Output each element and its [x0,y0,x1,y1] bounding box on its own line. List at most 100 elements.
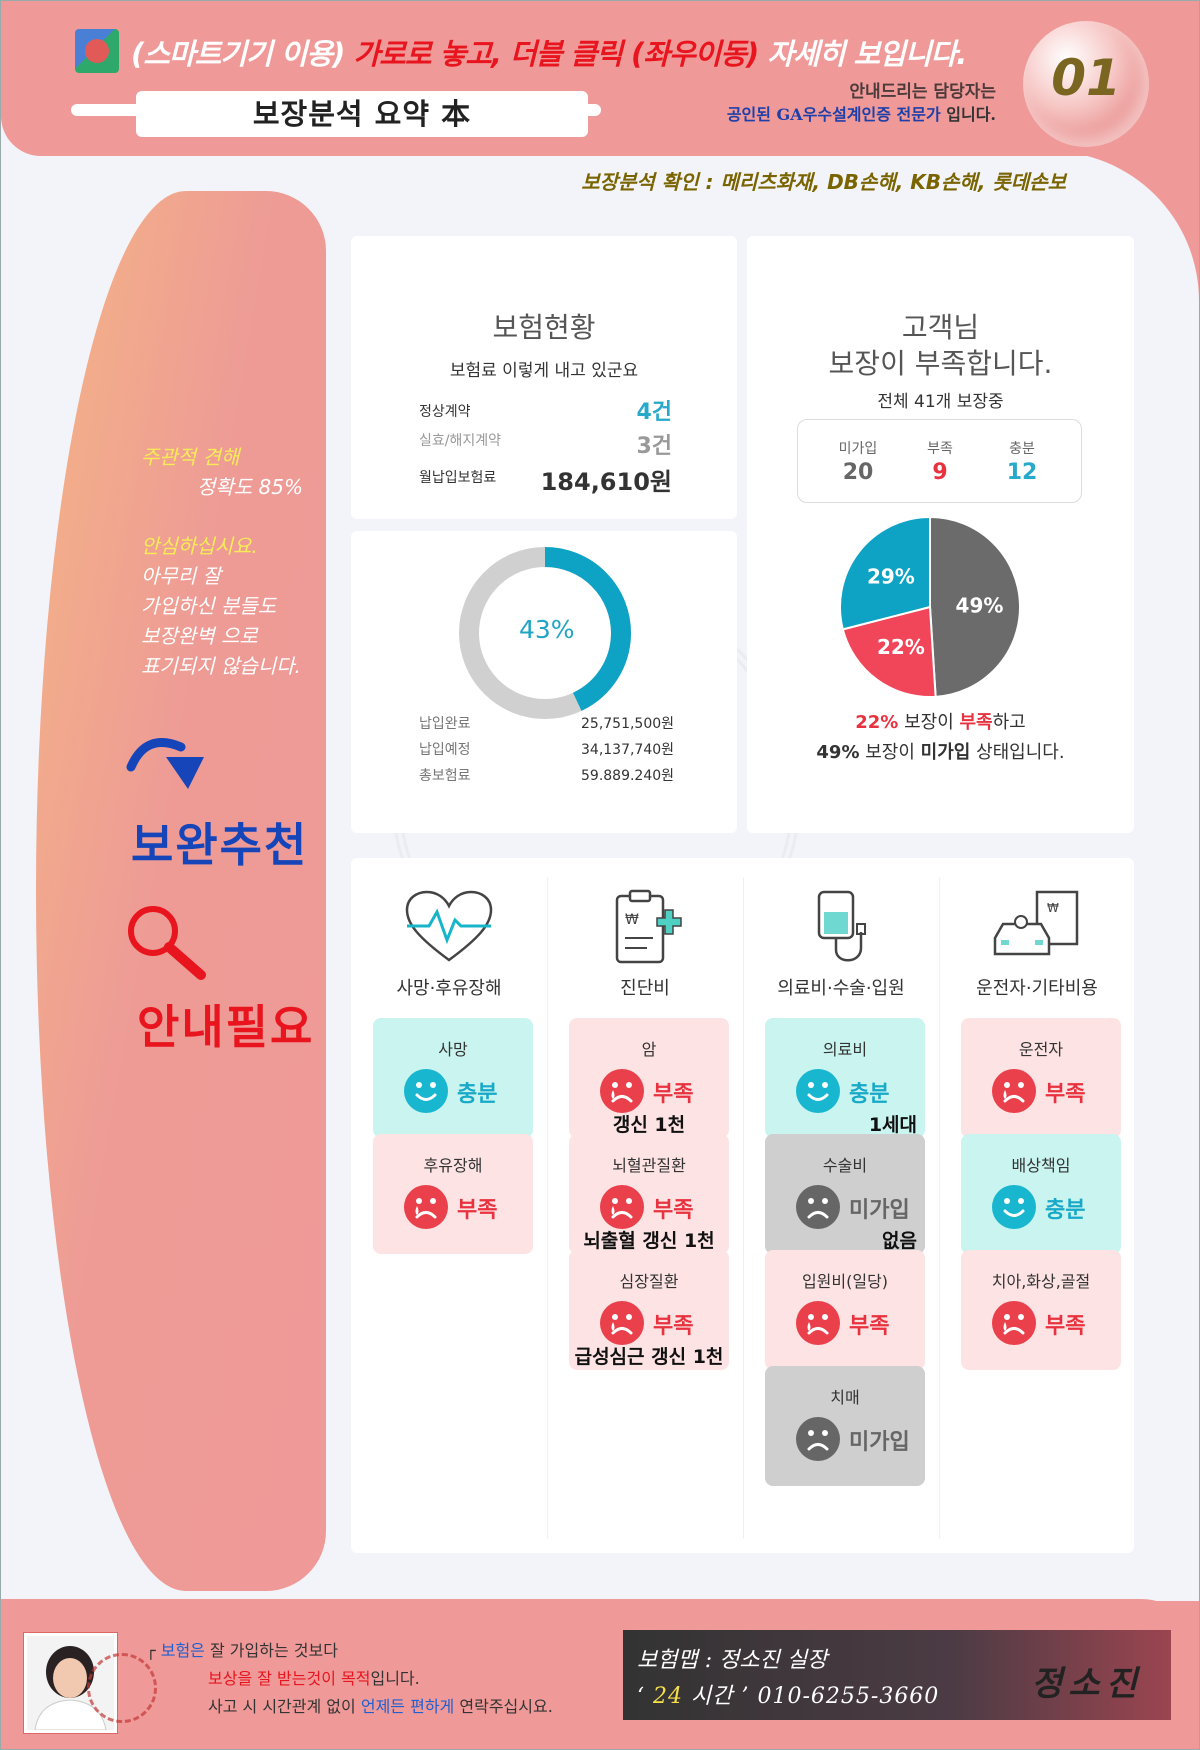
pie-slice-label: 29% [867,565,915,589]
status-row-label: 월납입보험료 [419,470,497,486]
tile-name: 암 [641,1040,657,1059]
tile-name: 의료비 [822,1040,868,1059]
sad-face-icon [796,1185,840,1229]
note-text: 보장이 [865,742,915,763]
pie-slice-label: 49% [956,593,1004,617]
category-label: 운전자·기타비용 [976,978,1098,999]
category-label: 의료비·수술·입원 [777,978,905,999]
tile-extra: 뇌출혈 갱신 1천 [583,1230,715,1252]
paid-percent: 43% [519,615,575,644]
stat-value: 9 [932,460,948,485]
tile-status: 부족 [653,1082,694,1107]
footer-quote-2: 보상을 잘 받는것이 목적입니다. [208,1665,420,1689]
quote-text: 잘 가입하는 것보다 [210,1641,338,1660]
agent-phone-line[interactable]: ‘ 24 시간 ’ 010-6255-3660 [637,1678,939,1710]
note-text: 보장이 [904,712,954,733]
accuracy-label: 정확도 85% [197,475,304,499]
headline-prefix: (스마트기기 이용) [131,37,345,71]
sad-face-icon [796,1417,840,1461]
headline-highlight: 가로로 놓고, 더블 클릭 (좌우이동) [353,37,759,71]
category-label: 진단비 [620,978,670,999]
clipboard-medical-icon: ₩ [615,889,682,964]
magnifier-icon [128,906,206,980]
tile-status: 부족 [1045,1082,1086,1107]
tile-extra: 급성심근 갱신 1천 [574,1346,724,1368]
coverage-tile[interactable]: 입원비(일당) 부족 [765,1250,925,1370]
tile-status: 부족 [653,1198,694,1223]
pie-slice-2 [839,515,931,631]
pie-slice-1 [841,605,937,698]
status-subtitle: 보험료 이렇게 내고 있군요 [449,361,639,381]
phone-hours-label: 시간 ’ [691,1684,750,1709]
tile-status: 부족 [457,1198,498,1223]
payment-row-value: 25,751,500원 [581,716,675,732]
svg-text:₩: ₩ [625,912,639,928]
smile-face-icon [796,1069,840,1113]
page-title: 보장분석 요약 本 [136,91,588,137]
smile-face-icon [404,1069,448,1113]
phone-number[interactable]: 010-6255-3660 [757,1684,940,1709]
guide-expert: 공인된 GA우수설계인증 전문가 [726,105,941,124]
tile-status: 충분 [457,1082,498,1107]
notice-line: 아무리 잘 [141,564,221,588]
crying-face-icon [600,1185,644,1229]
coverage-tile[interactable]: 암 부족 갱신 1천 [569,1018,729,1138]
coverage-tile[interactable]: 심장질환 부족 급성심근 갱신 1천 [569,1250,729,1370]
coverage-tile[interactable]: 운전자 부족 [961,1018,1121,1138]
svg-text:₩: ₩ [1047,901,1059,915]
column-divider [743,878,744,1538]
status-row-value: 3건 [636,434,672,459]
stat-label: 충분 [1009,441,1035,457]
coverage-tile[interactable]: 의료비 충분 1세대 [765,1018,925,1138]
contact-box: 보험맵 : 정소진 실장 ‘ 24 시간 ’ 010-6255-3660 정소진 [623,1630,1171,1720]
tile-name: 뇌혈관질환 [612,1156,686,1175]
tile-extra: 없음 [882,1230,917,1252]
quote-text: 사고 시 시간관계 없이 [208,1697,356,1716]
tile-status: 부족 [1045,1314,1086,1339]
notice-line: 보장완벽 으로 [141,624,258,648]
coverage-tile[interactable]: 수술비 미가입 없음 [765,1134,925,1254]
crying-face-icon [992,1301,1036,1345]
sidebar-notice: 안심하십시요. 아무리 잘 가입하신 분들도 보장완벽 으로 표기되지 않습니다… [141,531,301,681]
quote-bracket: ┌ [146,1641,156,1660]
coverage-tile[interactable]: 치매 미가입 [765,1366,925,1486]
crying-face-icon [992,1069,1036,1113]
pie-slice-label: 22% [877,635,925,659]
quote-highlight: 보상을 잘 받는것이 목적 [208,1669,371,1688]
tile-extra: 1세대 [868,1114,917,1136]
pie-note-1: 22% 보장이 부족하고 [747,708,1134,734]
tile-name: 치아,화상,골절 [991,1272,1091,1291]
heartbeat-icon [405,890,493,962]
payment-row-label: 납입완료 [419,716,471,732]
quote-text: 입니다. [370,1669,420,1688]
crying-face-icon [600,1301,644,1345]
note-text: 하고 [992,712,1026,733]
payment-donut [459,547,631,719]
tile-name: 수술비 [822,1156,868,1175]
status-row-value: 4건 [636,400,672,425]
note-highlight: 미가입 [920,742,971,763]
analysis-confirm: 보장분석 확인 : 메리츠화재, DB손해, KB손해, 롯데손보 [581,170,1066,194]
iv-bag-icon [817,890,866,962]
column-divider [547,878,548,1538]
notice-line: 표기되지 않습니다. [141,654,301,678]
coverage-tile[interactable]: 배상책임 충분 [961,1134,1121,1254]
footer-quote-3: 사고 시 시간관계 없이 언제든 편하게 연락주십시요. [208,1693,553,1717]
pie-slice-0 [929,515,1021,698]
coverage-stat-box: 미가입 20 부족 9 충분 12 [797,419,1082,503]
quote-highlight: 언제든 [360,1697,406,1716]
reassure-text: 안심하십시요. [141,534,258,558]
guide-line-2: 공인된 GA우수설계인증 전문가 입니다. [641,101,996,125]
tile-name: 사망 [438,1040,468,1059]
tile-name: 후유장해 [423,1156,483,1175]
quote-highlight: 보험은 [160,1641,205,1660]
page-number: 01 [1051,49,1121,107]
tile-status: 부족 [653,1314,694,1339]
recommend-label: 보완추천 [131,818,309,872]
tile-status: 미가입 [849,1430,910,1455]
